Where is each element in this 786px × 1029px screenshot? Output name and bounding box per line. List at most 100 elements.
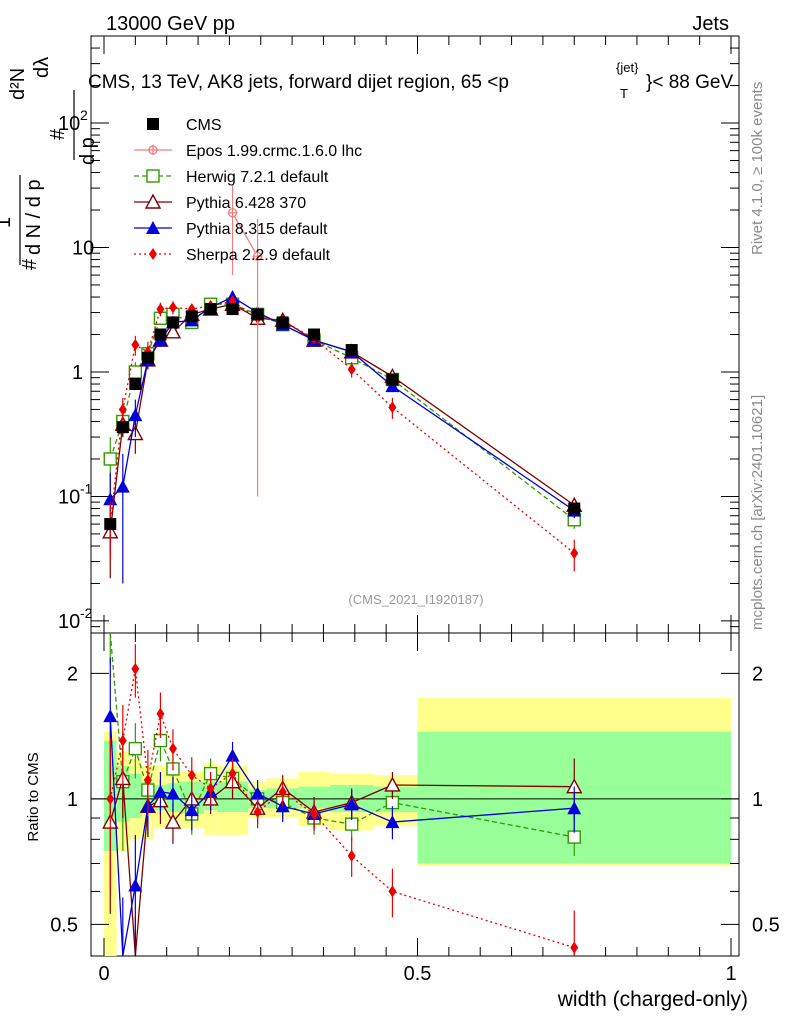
- legend-label-cms: CMS: [186, 117, 222, 134]
- legend-item-pythia8: Pythia 8.315 default: [134, 221, 328, 238]
- ratio-point-pythia6: [384, 776, 401, 792]
- ratio-point-sherpa: [143, 774, 152, 787]
- header-right: Jets: [692, 13, 729, 35]
- point-sherpa: [168, 301, 177, 314]
- legend-item-pythia6: Pythia 6.428 370: [134, 193, 306, 212]
- series-line-pythia8: [109, 296, 575, 512]
- legend-label-epos: Epos 1.99.crmc.1.6.0 lhc: [186, 143, 362, 160]
- point-herwig: [128, 365, 143, 379]
- ratio-point-pythia6: [164, 813, 182, 829]
- y-tick-label-exp: -1: [80, 480, 93, 496]
- ratio-series: [102, 632, 583, 957]
- series-pythia6: [102, 295, 583, 579]
- y-tick-label: 10: [72, 237, 94, 259]
- point-pythia8: [128, 408, 143, 422]
- legend-marker-cms: [147, 118, 159, 130]
- ratio-point-sherpa: [310, 808, 319, 821]
- y-axis-title: # 1 d N / d p # d p d²N dλ: [0, 57, 99, 270]
- ratio-point-pythia8: [344, 797, 359, 811]
- ratio-point-sherpa: [206, 782, 215, 795]
- point-cms: [185, 310, 198, 323]
- ratio-point-sherpa: [118, 734, 127, 747]
- ratio-bands: [104, 697, 731, 956]
- point-herwig: [103, 452, 117, 466]
- series-epos: [227, 184, 263, 497]
- y-title-dl: dλ: [31, 57, 53, 78]
- legend-marker-pythia6: [144, 193, 162, 209]
- point-cms: [166, 316, 179, 329]
- y-title-dpt: d p: [77, 137, 99, 165]
- legend-marker-herwig: [146, 169, 160, 183]
- ratio-point-sherpa: [156, 707, 165, 720]
- x-tick-label: 1: [725, 963, 736, 985]
- ratio-point-sherpa: [131, 662, 140, 675]
- ratio-point-sherpa: [253, 806, 262, 819]
- title-end: }< 88 GeV: [646, 72, 733, 93]
- ratio-point-pythia8: [165, 786, 180, 800]
- y-tick-label-exp: -2: [80, 605, 93, 621]
- point-sherpa: [131, 338, 140, 351]
- point-cms: [308, 328, 321, 341]
- title-main: CMS, 13 TeV, AK8 jets, forward dijet reg…: [88, 72, 509, 93]
- y-title-one: 1: [0, 217, 15, 228]
- series-line-sherpa: [109, 300, 575, 554]
- ratio-panel-frame: [90, 632, 740, 957]
- mcplots-label: mcplots.cern.ch [arXiv:2401.10621]: [749, 395, 766, 630]
- ratio-point-sherpa: [228, 767, 237, 780]
- ratio-point-herwig: [567, 830, 581, 844]
- point-pythia8: [103, 492, 118, 506]
- ratio-y-tick-label: 0.5: [50, 914, 78, 936]
- point-cms: [251, 308, 264, 321]
- ratio-point-sherpa: [347, 849, 356, 862]
- ratio-axes: 0.5 0.5 1 1 2 2 0 0.5 1: [50, 633, 780, 985]
- legend-item-cms: CMS: [147, 117, 222, 134]
- ratio-series-sherpa: [106, 644, 579, 956]
- point-cms: [226, 303, 239, 316]
- point-cms: [568, 502, 581, 515]
- ratio-y-tick-label: 1: [67, 789, 78, 811]
- y-tick-label: 1: [72, 362, 83, 384]
- y-tick-label: 10: [58, 611, 80, 633]
- ratio-point-pythia8: [103, 709, 118, 723]
- legend-marker-sherpa: [149, 248, 157, 260]
- point-cms: [104, 518, 117, 531]
- ratio-band-inner: [129, 773, 142, 818]
- y-tick-label: 10: [58, 113, 80, 135]
- ratio-point-pythia8: [250, 786, 265, 800]
- ratio-point-sherpa: [570, 941, 579, 954]
- legend: CMS Epos 1.99.crmc.1.6.0 lhc Herwig 7.2.1 …: [134, 117, 362, 264]
- ratio-y-tick-label-right: 2: [752, 663, 763, 685]
- rivet-label: Rivet 4.1.0, ≥ 100k events: [749, 82, 766, 255]
- y-tick-label: 10: [58, 486, 80, 508]
- point-sherpa: [156, 303, 165, 316]
- x-tick-label: 0.5: [404, 963, 432, 985]
- ratio-point-sherpa: [168, 742, 177, 755]
- point-pythia6: [164, 323, 182, 339]
- legend-item-herwig: Herwig 7.2.1 default: [134, 169, 329, 186]
- header-left: 13000 GeV pp: [106, 13, 235, 35]
- y-tick-label-exp: 2: [80, 107, 88, 123]
- ratio-point-sherpa: [388, 885, 397, 898]
- point-sherpa: [118, 403, 127, 416]
- main-series: [102, 184, 583, 584]
- ratio-point-pythia8: [153, 784, 168, 798]
- ratio-point-pythia8: [225, 748, 240, 762]
- ratio-point-sherpa: [187, 769, 196, 782]
- legend-item-sherpa: Sherpa 2.2.9 default: [134, 247, 331, 264]
- legend-label-pythia8: Pythia 8.315 default: [186, 221, 328, 238]
- series-cms: [104, 303, 581, 531]
- point-sherpa: [570, 547, 579, 560]
- legend-marker-pythia8: [146, 221, 160, 234]
- ratio-y-tick-label: 2: [67, 663, 78, 685]
- y-title-hash: #: [19, 258, 41, 270]
- x-tick-label: 0: [98, 963, 109, 985]
- point-cms: [386, 373, 399, 386]
- legend-label-herwig: Herwig 7.2.1 default: [186, 169, 329, 186]
- point-cms: [276, 316, 289, 329]
- ratio-point-herwig: [128, 741, 143, 756]
- point-cms: [204, 303, 217, 316]
- ratio-point-pythia8: [128, 878, 143, 892]
- point-cms: [129, 378, 142, 391]
- point-sherpa: [347, 363, 356, 376]
